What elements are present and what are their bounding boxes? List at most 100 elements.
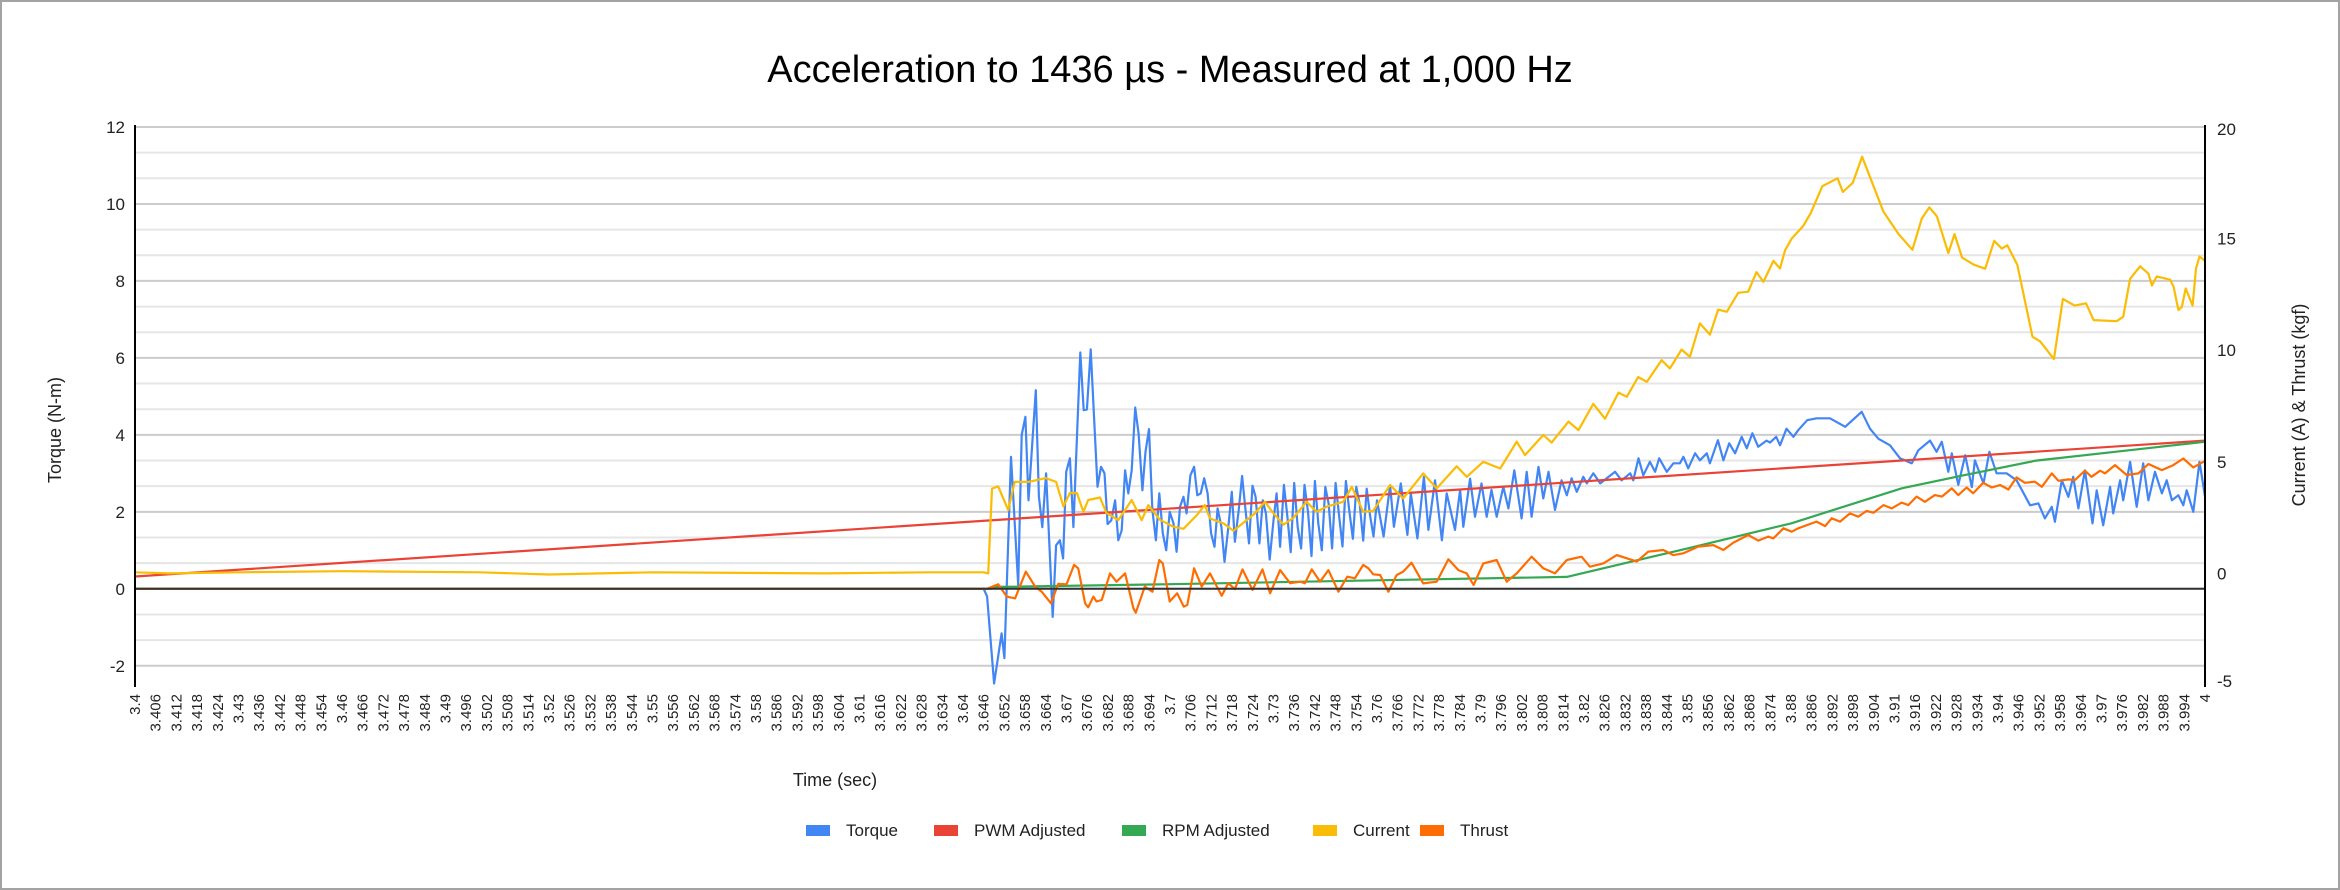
series-lines [134,155,2207,685]
legend-item-current: Current [1313,821,1410,840]
x-tick-label: 3.838 [1638,694,1655,732]
x-tick-label: 4 [2197,694,2214,702]
x-tick-label: 3.85 [1680,694,1697,723]
x-tick-label: 3.868 [1742,694,1759,732]
legend-item-pwm-adjusted: PWM Adjusted [934,821,1086,840]
x-tick-label: 3.424 [210,694,227,732]
x-tick-label: 3.472 [375,694,392,732]
x-tick-label: 3.772 [1410,694,1427,732]
series-line-torque [135,348,2207,685]
x-tick-label: 3.712 [1203,694,1220,732]
x-tick-label: 3.7 [1162,694,1179,715]
x-tick-label: 3.826 [1597,694,1614,732]
x-tick-label: 3.532 [582,694,599,732]
x-tick-label: 3.718 [1224,694,1241,732]
legend-item-rpm-adjusted: RPM Adjusted [1122,821,1270,840]
x-tick-label: 3.904 [1866,694,1883,732]
x-tick-label: 3.46 [334,694,351,723]
right-tick-label: 20 [2217,120,2236,139]
x-tick-label: 3.646 [976,694,993,732]
x-tick-label: 3.628 [914,694,931,732]
x-tick-label: 3.502 [479,694,496,732]
legend-label: Current [1353,821,1410,840]
x-tick-label: 3.952 [2031,694,2048,732]
series-line-pwm-adjusted [134,439,2206,578]
gridlines [135,126,2205,667]
x-tick-label: 3.82 [1576,694,1593,723]
x-tick-label: 3.448 [293,694,310,732]
x-tick-label: 3.652 [996,694,1013,732]
x-tick-label: 3.454 [313,694,330,732]
x-tick-label: 3.886 [1804,694,1821,732]
x-tick-label: 3.622 [893,694,910,732]
legend-swatch [1420,825,1444,836]
x-tick-label: 3.478 [396,694,413,732]
x-tick-label: 3.97 [2094,694,2111,723]
legend-item-thrust: Thrust [1420,821,1508,840]
x-tick-label: 3.592 [789,694,806,732]
x-tick-label: 3.832 [1617,694,1634,732]
x-tick-label: 3.946 [2011,694,2028,732]
series-line-current [134,155,2206,576]
x-tick-label: 3.958 [2052,694,2069,732]
x-tick-label: 3.766 [1390,694,1407,732]
x-axis-title: Time (sec) [793,770,877,790]
right-tick-label: 10 [2217,341,2236,360]
legend-swatch [1313,825,1337,836]
x-tick-label: 3.724 [1245,694,1262,732]
x-tick-label: 3.406 [148,694,165,732]
x-tick-label: 3.874 [1762,694,1779,732]
x-tick-label: 3.994 [2176,694,2193,732]
x-tick-label: 3.436 [251,694,268,732]
x-tick-label: 3.856 [1700,694,1717,732]
x-tick-label: 3.562 [686,694,703,732]
x-tick-label: 3.94 [1990,694,2007,723]
x-tick-label: 3.556 [665,694,682,732]
x-tick-label: 3.73 [1266,694,1283,723]
left-tick-label: 12 [106,118,125,137]
x-tick-label: 3.64 [955,694,972,723]
legend-swatch [934,825,958,836]
x-tick-label: 3.412 [168,694,185,732]
chart-title: Acceleration to 1436 µs - Measured at 1,… [767,49,1573,91]
x-tick-label: 3.634 [934,694,951,732]
left-tick-label: 6 [116,349,125,368]
x-tick-label: 3.49 [438,694,455,723]
legend-label: Thrust [1460,821,1508,840]
x-tick-label: 3.976 [2114,694,2131,732]
x-tick-label: 3.496 [458,694,475,732]
right-tick-label: -5 [2217,672,2232,691]
x-tick-label: 3.892 [1824,694,1841,732]
left-tick-label: 0 [116,580,125,599]
x-tick-label: 3.862 [1721,694,1738,732]
x-tick-label: 3.586 [769,694,786,732]
x-tick-label: 3.88 [1783,694,1800,723]
right-axis-title: Current (A) & Thrust (kgf) [2289,304,2309,507]
x-tick-label: 3.55 [645,694,662,723]
x-tick-label: 3.694 [1141,694,1158,732]
x-tick-label: 3.898 [1845,694,1862,732]
legend-swatch [1122,825,1146,836]
x-tick-label: 3.748 [1328,694,1345,732]
x-tick-label: 3.514 [520,694,537,732]
x-tick-label: 3.91 [1887,694,1904,723]
x-tick-label: 3.928 [1949,694,1966,732]
x-tick-label: 3.934 [1969,694,1986,732]
legend: Torque PWM Adjusted RPM Adjusted Current Thr… [806,821,1508,840]
x-tick-label: 3.982 [2135,694,2152,732]
x-tick-label: 3.61 [852,694,869,723]
x-tick-label: 3.778 [1431,694,1448,732]
x-tick-label: 3.544 [624,694,641,732]
x-tick-label: 3.964 [2073,694,2090,732]
x-tick-label: 3.754 [1348,694,1365,732]
x-tick-label: 3.844 [1659,694,1676,732]
x-tick-label: 3.418 [189,694,206,732]
right-tick-label: 0 [2217,564,2226,583]
left-tick-label: 8 [116,272,125,291]
left-tick-label: 4 [116,426,125,445]
left-axis-title: Torque (N-m) [45,377,65,483]
x-tick-label: 3.79 [1473,694,1490,723]
right-tick-label: 5 [2217,453,2226,472]
x-tick-label: 3.43 [231,694,248,723]
